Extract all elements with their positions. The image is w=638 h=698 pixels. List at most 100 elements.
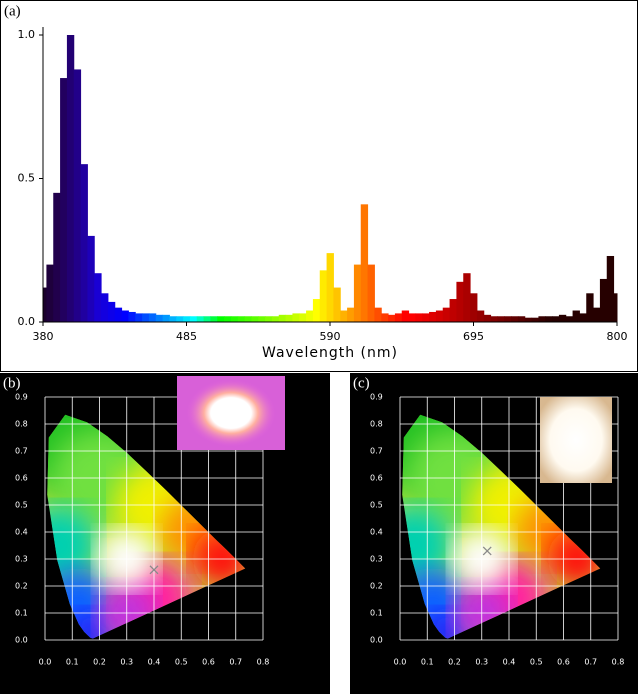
spectrum-bar xyxy=(87,235,95,322)
spectrum-bar xyxy=(46,264,54,322)
x-tick-label: 0.4 xyxy=(503,658,516,667)
spectrum-bar xyxy=(169,316,177,322)
spectrum-bar xyxy=(388,314,396,322)
spectrum-bar xyxy=(340,310,348,322)
y-tick-label: 0.7 xyxy=(15,447,28,456)
spectrum-bar xyxy=(326,253,334,322)
y-tick-label: 0.6 xyxy=(370,474,383,483)
gamut-color xyxy=(47,505,99,586)
x-tick-label: 0.3 xyxy=(475,658,488,667)
spectrum-bar xyxy=(470,293,478,322)
panel-label: (c) xyxy=(353,375,370,391)
x-tick-label: 0.0 xyxy=(394,658,407,667)
chromaticity-point xyxy=(149,565,159,575)
spectrum-bar xyxy=(552,316,560,322)
spectrum-bar xyxy=(374,307,382,322)
spectrum-bar xyxy=(107,301,116,322)
spectrum-bar xyxy=(114,307,123,322)
spectrum-bar xyxy=(545,316,553,322)
spectrum-bar xyxy=(203,316,211,322)
spectrum-bar xyxy=(347,307,355,322)
x-tick-label: 380 xyxy=(33,330,54,343)
x-tick-label: 0.6 xyxy=(557,658,570,667)
spectrum-bar xyxy=(121,310,129,322)
spectrum-bar xyxy=(271,316,280,322)
spectrum-bar xyxy=(53,192,61,322)
x-tick-label: 0.6 xyxy=(202,658,215,667)
spectrum-bar xyxy=(360,204,369,322)
y-tick-label: 0.6 xyxy=(15,474,28,483)
spectrum-bar xyxy=(319,270,328,322)
spectrum-bar xyxy=(483,314,492,322)
x-tick-label: 0.8 xyxy=(257,658,270,667)
y-tick-label: 0.5 xyxy=(370,501,383,510)
spectrum-bar xyxy=(394,313,403,322)
spectrum-bar xyxy=(401,310,410,322)
x-tick-label: 0.8 xyxy=(612,658,625,667)
spectrum-bar xyxy=(504,316,512,322)
x-tick-label: 0.4 xyxy=(148,658,161,667)
spectrum-bar xyxy=(435,310,444,322)
spectrum-bar xyxy=(558,314,567,322)
spectrum-bar xyxy=(230,316,239,322)
spectrum-bar xyxy=(142,313,150,322)
spectrum-bar xyxy=(251,316,259,322)
spectrum-bar xyxy=(490,316,498,322)
y-tick-label: 0.8 xyxy=(15,420,28,429)
y-tick-label: 0.9 xyxy=(15,393,28,402)
x-tick-label: 800 xyxy=(607,330,628,343)
spectrum-bar xyxy=(278,314,287,322)
y-tick-label: 0.0 xyxy=(15,636,28,645)
x-tick-label: 0.5 xyxy=(530,658,543,667)
y-tick-label: 0.0 xyxy=(370,636,383,645)
spectrum-bar xyxy=(292,313,300,322)
spectrum-bar xyxy=(353,264,362,322)
spectrum-bar xyxy=(476,310,485,322)
y-tick-label: 0.9 xyxy=(370,393,383,402)
spectrum-bar xyxy=(224,316,232,322)
spectrum-bar xyxy=(217,316,225,322)
spectrum-bar xyxy=(415,313,423,322)
spectrum-bar xyxy=(94,273,102,322)
spectrum-bar xyxy=(606,255,615,322)
y-tick-label: 0.5 xyxy=(15,501,28,510)
x-tick-label: 590 xyxy=(320,330,341,343)
spectrum-bar xyxy=(565,316,574,322)
y-tick-label: 0.3 xyxy=(370,555,383,564)
spectrum-bar xyxy=(265,316,273,322)
inset-photo xyxy=(540,397,612,483)
spectrum-bar xyxy=(162,314,170,322)
inset-glow xyxy=(186,379,276,447)
y-tick-label: 0.0 xyxy=(18,315,36,328)
spectrum-bar xyxy=(531,317,539,322)
y-tick-label: 0.8 xyxy=(370,420,383,429)
y-tick-label: 0.4 xyxy=(370,528,383,537)
panel-label: (b) xyxy=(3,375,21,391)
spectrum-bar xyxy=(312,299,321,322)
y-tick-label: 0.4 xyxy=(15,528,28,537)
gamut-color xyxy=(402,505,454,586)
spectrum-bar xyxy=(333,287,341,322)
spectrum-bar xyxy=(572,310,580,322)
spectrum-bar xyxy=(367,264,375,322)
x-tick-label: 0.2 xyxy=(448,658,461,667)
x-tick-label: 0.3 xyxy=(120,658,133,667)
y-tick-label: 0.2 xyxy=(370,582,383,591)
y-tick-label: 0.1 xyxy=(15,609,28,618)
spectrum-bar xyxy=(463,273,471,322)
spectrum-bar xyxy=(101,293,109,322)
spectrum-bar xyxy=(237,316,246,322)
x-tick-label: 0.7 xyxy=(584,658,597,667)
spectrum-bar xyxy=(538,316,546,322)
panel-label: (a) xyxy=(4,3,21,19)
chromaticity-point xyxy=(482,546,492,556)
x-tick-label: 0.5 xyxy=(175,658,188,667)
y-tick-label: 0.5 xyxy=(18,172,36,185)
spectrum-bar xyxy=(408,313,416,322)
spectrum-bar xyxy=(148,313,157,322)
spectrum-bar xyxy=(135,313,143,322)
spectrum-bar xyxy=(524,317,533,322)
spectrum-bar xyxy=(66,35,75,322)
x-tick-label: 485 xyxy=(176,330,197,343)
